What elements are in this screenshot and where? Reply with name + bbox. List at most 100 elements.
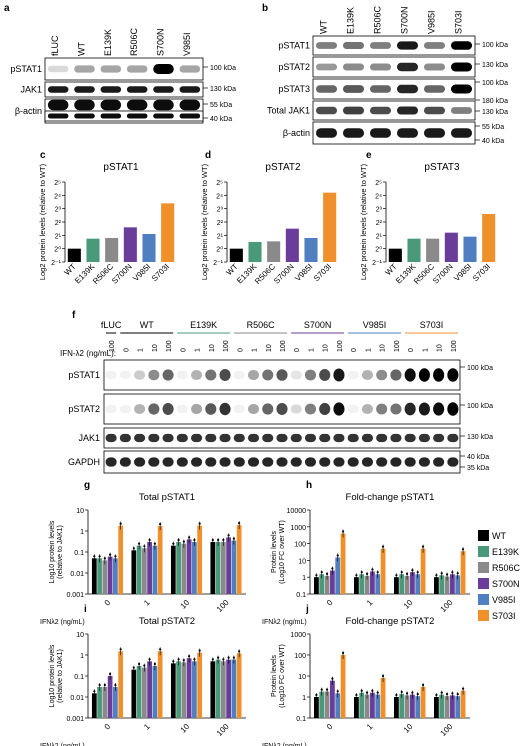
bar-R506C-0	[102, 560, 107, 594]
bar-R506C-1	[142, 548, 147, 594]
dose-1: 1	[308, 348, 315, 352]
blot-band	[48, 100, 69, 111]
data-point	[342, 530, 344, 532]
panel-label-g: g	[84, 480, 90, 491]
bar-S703I-100	[237, 525, 242, 594]
blot-band	[106, 434, 117, 442]
x-tick-label: 10	[402, 598, 415, 611]
data-point	[199, 523, 201, 525]
blot-band	[376, 457, 387, 466]
dose-100: 100	[166, 340, 173, 352]
data-point	[377, 692, 379, 694]
data-point	[326, 573, 328, 575]
marker-label: 100 kDa	[467, 365, 493, 372]
x-tick-label: R506C	[253, 262, 277, 286]
blot-band	[451, 63, 472, 72]
y-tick-label: 0.01	[70, 695, 84, 702]
blot-band	[362, 370, 373, 380]
blot-band	[370, 42, 391, 49]
blot-band	[405, 403, 416, 416]
bar-WT-1	[131, 670, 136, 718]
data-point	[446, 573, 448, 575]
blot-band	[134, 434, 145, 442]
blot-band	[447, 457, 458, 466]
marker-label: 55 kDa	[210, 102, 232, 109]
dose-0: 0	[294, 348, 301, 352]
group-label-S703I: S703I	[420, 320, 444, 330]
blot-band	[376, 404, 387, 415]
bar-V985I	[304, 238, 317, 262]
blot-band	[134, 404, 145, 414]
blot-band	[234, 405, 245, 413]
blot-strip	[45, 111, 203, 121]
data-point	[98, 684, 100, 686]
x-tick-label: WT	[63, 262, 78, 277]
panel-label-f: f	[72, 310, 76, 321]
data-point	[149, 539, 151, 541]
dose-100: 100	[109, 340, 116, 352]
y-axis-label: Log10 protein levels	[49, 520, 56, 583]
blot-band	[348, 457, 359, 466]
bar-V985I-100	[232, 541, 237, 594]
bar-R506C-100	[221, 661, 226, 718]
data-point	[159, 523, 161, 525]
y-axis-label-unit: (relative to JAK1)	[57, 649, 64, 703]
x-tick-label: 100	[215, 598, 231, 614]
blot-band	[291, 434, 302, 442]
chart-Total-pSTAT1: Total pSTAT10.0010.010.1110Log10 protein…	[40, 492, 246, 626]
blot-band	[343, 128, 364, 138]
blot-band	[163, 434, 174, 442]
bar-S700N-0	[108, 676, 113, 718]
blot-band	[127, 114, 148, 119]
blot-band	[447, 402, 458, 416]
data-point	[361, 571, 363, 573]
bar-E139K	[407, 239, 420, 262]
marker-label: 100 kDa	[482, 80, 508, 87]
bar-WT	[68, 249, 81, 262]
data-point	[395, 574, 397, 576]
y-tick-label: 2⁰	[216, 246, 223, 254]
bar-WT-10	[171, 663, 176, 718]
blot-strip	[313, 57, 475, 77]
bar-S703I-1	[158, 651, 163, 718]
blot-band	[120, 405, 131, 413]
data-point	[401, 571, 403, 573]
bar-WT-10	[171, 546, 176, 594]
bar-S700N-1	[147, 661, 152, 718]
legend-label-S703I: S703I	[492, 611, 516, 621]
blot-band	[405, 434, 416, 442]
y-tick-label: 10000	[287, 508, 307, 515]
data-point	[451, 571, 453, 573]
marker-label: 130 kDa	[482, 109, 508, 116]
data-point	[222, 539, 224, 541]
marker-label: 130 kDa	[482, 62, 508, 69]
data-point	[441, 572, 443, 574]
y-tick-label: 0.1	[74, 674, 84, 681]
x-tick-label: S700N	[272, 262, 296, 286]
bar-R506C-100	[221, 542, 226, 594]
data-point	[188, 536, 190, 538]
dose-label: IFN-λ2 (ng/mL):	[60, 349, 116, 358]
dose-10: 10	[209, 344, 216, 352]
blot-band	[405, 457, 416, 466]
bar-WT-100	[210, 661, 215, 718]
y-tick-label: 2⁴	[375, 193, 382, 200]
data-point	[114, 684, 116, 686]
chart-title: Total pSTAT2	[139, 616, 195, 627]
legend-swatch-E139K	[478, 546, 489, 557]
y-tick-label: 2⁴	[216, 193, 223, 200]
data-point	[457, 572, 459, 574]
y-tick-label: 2⁻¹	[213, 260, 224, 267]
dose-10: 10	[266, 344, 273, 352]
data-point	[315, 694, 317, 696]
blot-band	[177, 405, 188, 413]
lane-label-E139K: E139K	[103, 29, 113, 56]
legend-label-E139K: E139K	[492, 547, 519, 557]
x-tick-label: 100	[439, 598, 455, 614]
x-tick-label: S703I	[312, 262, 333, 283]
data-point	[337, 690, 339, 692]
row-label-JAK1: JAK1	[78, 433, 100, 443]
legend-swatch-WT	[478, 530, 489, 541]
legend-swatch-S703I	[478, 610, 489, 621]
bar-R506C-10	[181, 662, 186, 718]
